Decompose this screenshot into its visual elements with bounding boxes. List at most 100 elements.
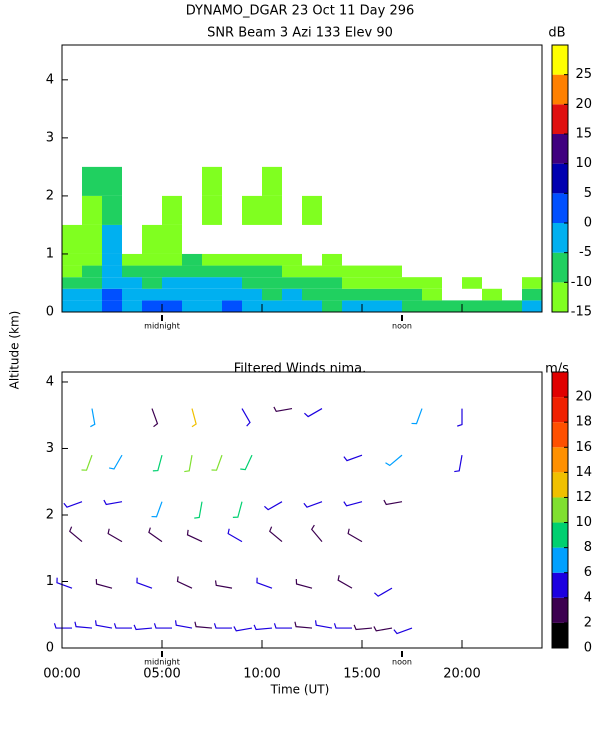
- snr-cell: [322, 277, 342, 289]
- wind-barb: [310, 524, 323, 542]
- wind-barb: [56, 577, 73, 589]
- wind-barb: [53, 623, 72, 629]
- wind-barb: [374, 587, 393, 597]
- snr-cell: [202, 166, 222, 196]
- snr-cell: [302, 300, 322, 312]
- wind-barb: [233, 626, 253, 632]
- colorbar-tick-label: 8: [584, 540, 592, 555]
- snr-cell: [222, 253, 242, 266]
- snr-cell: [82, 265, 102, 278]
- annotation: noon: [392, 322, 412, 331]
- snr-cell: [282, 265, 302, 278]
- snr-cell: [142, 288, 162, 301]
- wind-barb: [241, 408, 251, 427]
- y-tick-label: 0: [46, 641, 54, 656]
- snr-cell: [122, 300, 142, 312]
- wind-barb: [152, 454, 163, 472]
- snr-cell: [362, 277, 382, 289]
- wind-barb: [153, 623, 172, 629]
- wind-barb: [273, 406, 293, 413]
- snr-cell: [402, 288, 422, 301]
- snr-cell: [302, 277, 322, 289]
- wind-barb: [347, 528, 363, 543]
- wind-barb: [385, 454, 403, 467]
- snr-cell: [262, 288, 282, 301]
- colorbar-swatch: [552, 282, 568, 312]
- snr-cell: [82, 224, 102, 254]
- snr-cell: [142, 253, 162, 266]
- snr-cell: [422, 288, 442, 301]
- snr-cell: [362, 300, 382, 312]
- wind-barb: [69, 526, 83, 543]
- wind-barb: [253, 624, 273, 631]
- snr-cell: [262, 300, 282, 312]
- wind-barb: [194, 501, 203, 519]
- snr-cell: [122, 253, 142, 266]
- colorbar-tick-label: 0: [584, 216, 592, 231]
- snr-cell: [322, 288, 342, 301]
- snr-cell: [462, 277, 482, 289]
- wind-barb: [343, 454, 363, 462]
- snr-cell: [522, 277, 542, 289]
- snr-cell: [342, 300, 362, 312]
- wind-barb: [103, 499, 123, 506]
- snr-cell: [302, 265, 322, 278]
- snr-cell: [62, 253, 82, 266]
- colorbar-tick-label: 10: [575, 156, 592, 171]
- wind-barb: [457, 408, 463, 427]
- y-tick-label: 4: [46, 374, 54, 389]
- wind-barb: [184, 455, 193, 473]
- y-tick-label: 1: [46, 574, 54, 589]
- snr-cell: [502, 300, 522, 312]
- wind-barb: [108, 454, 123, 470]
- colorbar-tick-label: 10: [575, 515, 592, 530]
- colorbar-tick-label: 2: [584, 615, 592, 630]
- wind-barb: [295, 578, 313, 589]
- snr-cell: [282, 253, 302, 266]
- snr-cell: [182, 277, 202, 289]
- wind-barb: [383, 499, 403, 506]
- wind-barb: [353, 624, 373, 631]
- colorbar-swatch: [552, 45, 568, 75]
- wind-barb: [136, 577, 153, 589]
- colorbar-swatch: [552, 472, 568, 498]
- snr-cell: [342, 288, 362, 301]
- snr-cell: [402, 300, 422, 312]
- wind-barb: [151, 501, 163, 518]
- wind-barb: [294, 621, 313, 629]
- snr-cell: [102, 253, 122, 266]
- snr-cell: [362, 265, 382, 278]
- snr-cell: [102, 224, 122, 254]
- wind-barb: [186, 529, 203, 543]
- wind-barb: [107, 528, 123, 543]
- colorbar-frame: [551, 44, 569, 313]
- y-tick-label: 3: [46, 130, 54, 145]
- colorbar-swatch: [552, 252, 568, 283]
- wind-barb: [194, 621, 213, 629]
- y-tick-label: 0: [46, 305, 54, 320]
- wind-barb: [343, 501, 363, 507]
- colorbar-tick-label: -10: [571, 275, 592, 290]
- colorbar-tick-label: 12: [575, 490, 592, 505]
- colorbar-tick-label: 6: [584, 565, 592, 580]
- snr-cell: [482, 288, 502, 301]
- wind-barb: [176, 576, 193, 589]
- snr-cell: [182, 300, 202, 312]
- chart-title: DYNAMO_DGAR 23 Oct 11 Day 296: [186, 4, 415, 19]
- wind-barb: [81, 454, 93, 471]
- colorbar-tick-label: 20: [575, 390, 592, 405]
- plot-frame: [61, 44, 543, 313]
- snr-cell: [202, 300, 222, 312]
- snr-cell: [202, 253, 222, 266]
- colorbar-tick-label: 0: [584, 641, 592, 656]
- snr-cell: [302, 288, 322, 301]
- panel-title: Filtered Winds nima.: [234, 362, 366, 377]
- snr-cell: [522, 300, 542, 312]
- snr-cell: [402, 277, 422, 289]
- snr-cell: [82, 300, 102, 312]
- snr-cell: [362, 288, 382, 301]
- snr-cell: [162, 300, 182, 312]
- wind-barb: [314, 620, 333, 629]
- colorbar-swatch: [552, 447, 568, 473]
- snr-cell: [262, 277, 282, 289]
